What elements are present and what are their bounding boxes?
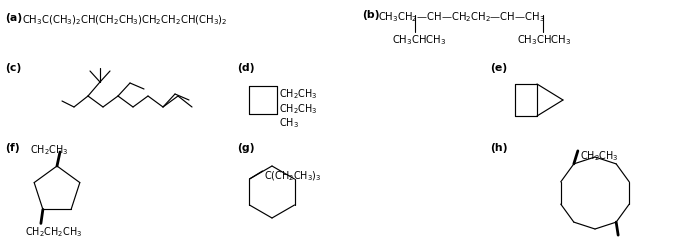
Text: (c): (c) — [5, 63, 21, 73]
Text: (g): (g) — [237, 143, 255, 153]
Text: CH$_3$: CH$_3$ — [279, 116, 299, 130]
Text: CH$_3$CH$_2$—CH—CH$_2$CH$_2$—CH—CH$_3$: CH$_3$CH$_2$—CH—CH$_2$CH$_2$—CH—CH$_3$ — [378, 10, 545, 24]
Text: CH$_3$C(CH$_3$)$_2$CH(CH$_2$CH$_3$)CH$_2$CH$_2$CH(CH$_3$)$_2$: CH$_3$C(CH$_3$)$_2$CH(CH$_2$CH$_3$)CH$_2… — [22, 13, 228, 27]
Text: CH$_2$CH$_3$: CH$_2$CH$_3$ — [279, 87, 318, 101]
Text: CH$_2$CH$_2$CH$_3$: CH$_2$CH$_2$CH$_3$ — [25, 225, 82, 239]
Text: C(CH$_2$CH$_3$)$_3$: C(CH$_2$CH$_3$)$_3$ — [265, 169, 322, 183]
Text: (a): (a) — [5, 13, 22, 23]
Text: (e): (e) — [490, 63, 507, 73]
Text: CH$_2$CH$_3$: CH$_2$CH$_3$ — [30, 143, 69, 157]
Text: CH$_3$CHCH$_3$: CH$_3$CHCH$_3$ — [392, 33, 447, 47]
Text: (d): (d) — [237, 63, 255, 73]
Text: (h): (h) — [490, 143, 507, 153]
Text: CH$_3$CHCH$_3$: CH$_3$CHCH$_3$ — [517, 33, 571, 47]
Text: CH(CH$_3$)$_2$: CH(CH$_3$)$_2$ — [608, 237, 654, 239]
Text: (b): (b) — [362, 10, 379, 20]
Text: CH$_2$CH$_3$: CH$_2$CH$_3$ — [580, 149, 618, 163]
Text: CH$_2$CH$_3$: CH$_2$CH$_3$ — [279, 102, 318, 116]
Text: (f): (f) — [5, 143, 20, 153]
